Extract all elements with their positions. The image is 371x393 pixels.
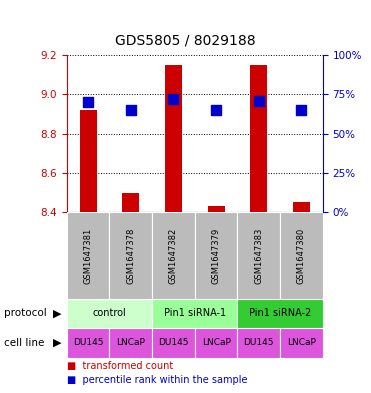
Bar [122,193,139,212]
Text: DU145: DU145 [73,338,104,347]
Text: GSM1647380: GSM1647380 [297,227,306,284]
Text: GSM1647379: GSM1647379 [211,227,221,284]
Text: ▶: ▶ [53,309,62,318]
Text: DU145: DU145 [158,338,189,347]
Bar [67,328,109,358]
Text: GDS5805 / 8029188: GDS5805 / 8029188 [115,33,256,47]
Text: DU145: DU145 [243,338,274,347]
Bar [152,328,195,358]
Text: GSM1647381: GSM1647381 [83,227,93,284]
Bar [280,212,323,299]
Text: ■  transformed count: ■ transformed count [67,361,173,371]
Text: LNCaP: LNCaP [116,338,145,347]
Bar [195,328,237,358]
Text: LNCaP: LNCaP [287,338,316,347]
Text: control: control [93,309,126,318]
Bar [79,110,96,212]
Bar [152,212,195,299]
Text: GSM1647383: GSM1647383 [254,227,263,284]
Bar [237,212,280,299]
Bar [250,65,267,212]
Text: GSM1647378: GSM1647378 [126,227,135,284]
Point [298,107,304,113]
Text: Pin1 siRNA-1: Pin1 siRNA-1 [164,309,226,318]
Point [256,97,262,104]
Bar [109,212,152,299]
Text: LNCaP: LNCaP [202,338,230,347]
Bar [208,206,224,212]
Bar [67,212,109,299]
Point [171,96,177,102]
Bar [109,328,152,358]
Text: protocol: protocol [4,309,46,318]
Point [213,107,219,113]
Text: ■  percentile rank within the sample: ■ percentile rank within the sample [67,375,247,386]
Point [85,99,91,105]
Text: Pin1 siRNA-2: Pin1 siRNA-2 [249,309,311,318]
Point [128,107,134,113]
Bar [152,299,237,328]
Bar [293,202,310,212]
Bar [280,328,323,358]
Text: GSM1647382: GSM1647382 [169,227,178,284]
Bar [237,328,280,358]
Bar [67,299,152,328]
Text: ▶: ▶ [53,338,62,348]
Bar [237,299,323,328]
Bar [165,65,182,212]
Text: cell line: cell line [4,338,44,348]
Bar [195,212,237,299]
